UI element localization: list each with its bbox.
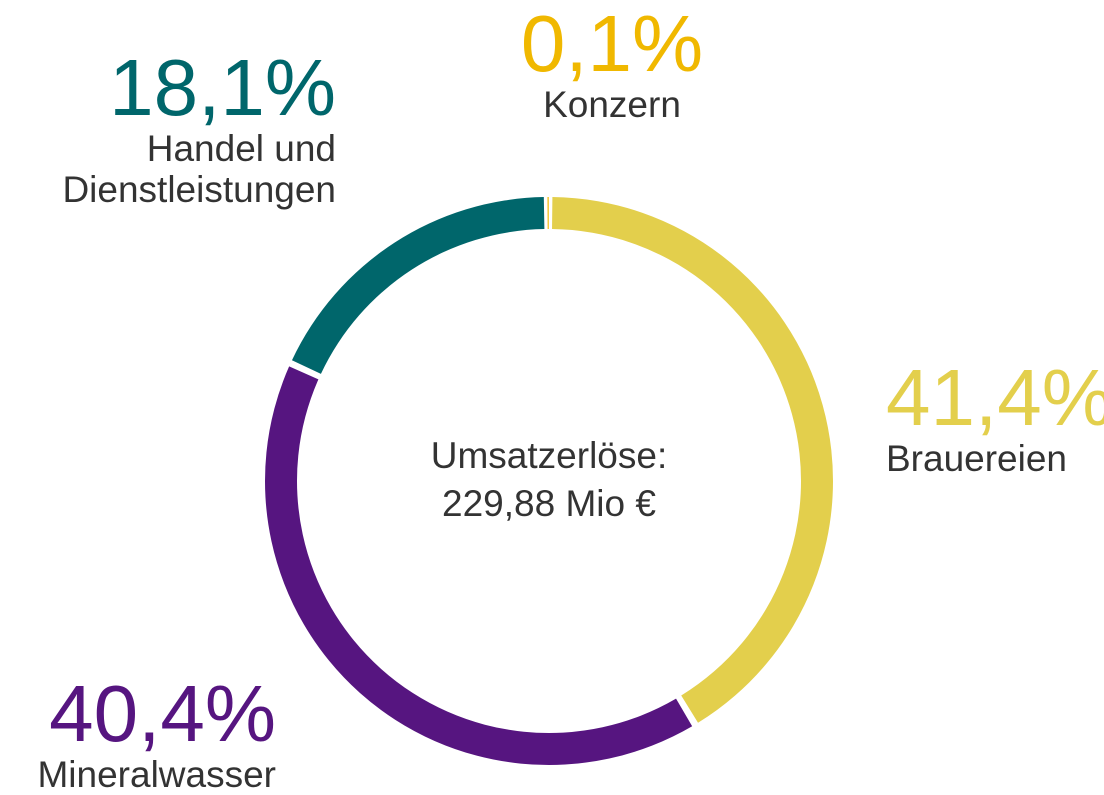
- segment-label: 18,1% Handel und Dienstleistungen: [0, 48, 336, 211]
- segment-label: 0,1% Konzern: [462, 0, 762, 126]
- segment-label: 40,4% Mineralwasser: [0, 674, 276, 795]
- center-line: Umsatzerlöse:: [430, 435, 668, 476]
- category-label: Handel und Dienstleistungen: [62, 128, 336, 211]
- category-label: Brauereien: [886, 438, 1068, 479]
- value-label: 40,4%: [49, 669, 276, 758]
- donut-segment: [265, 366, 693, 765]
- category-label: Mineralwasser: [37, 754, 276, 795]
- center-line: 229,88 Mio €: [442, 483, 656, 525]
- segment-label: 41,4% Brauereien: [886, 353, 1104, 480]
- donut-segment: [291, 197, 545, 374]
- donut-segment: [547, 197, 549, 230]
- value-label: 0,1%: [520, 0, 704, 88]
- category-label: Konzern: [543, 84, 681, 125]
- donut-segment: [552, 197, 833, 723]
- center-text: Umsatzerlöse: 229,88 Mio €: [399, 432, 699, 528]
- value-label: 18,1%: [109, 43, 336, 132]
- value-label: 41,4%: [886, 353, 1104, 442]
